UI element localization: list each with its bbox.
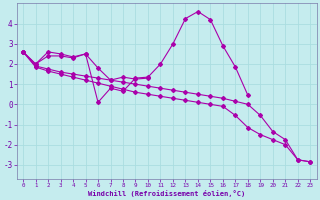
X-axis label: Windchill (Refroidissement éolien,°C): Windchill (Refroidissement éolien,°C) [88, 190, 245, 197]
